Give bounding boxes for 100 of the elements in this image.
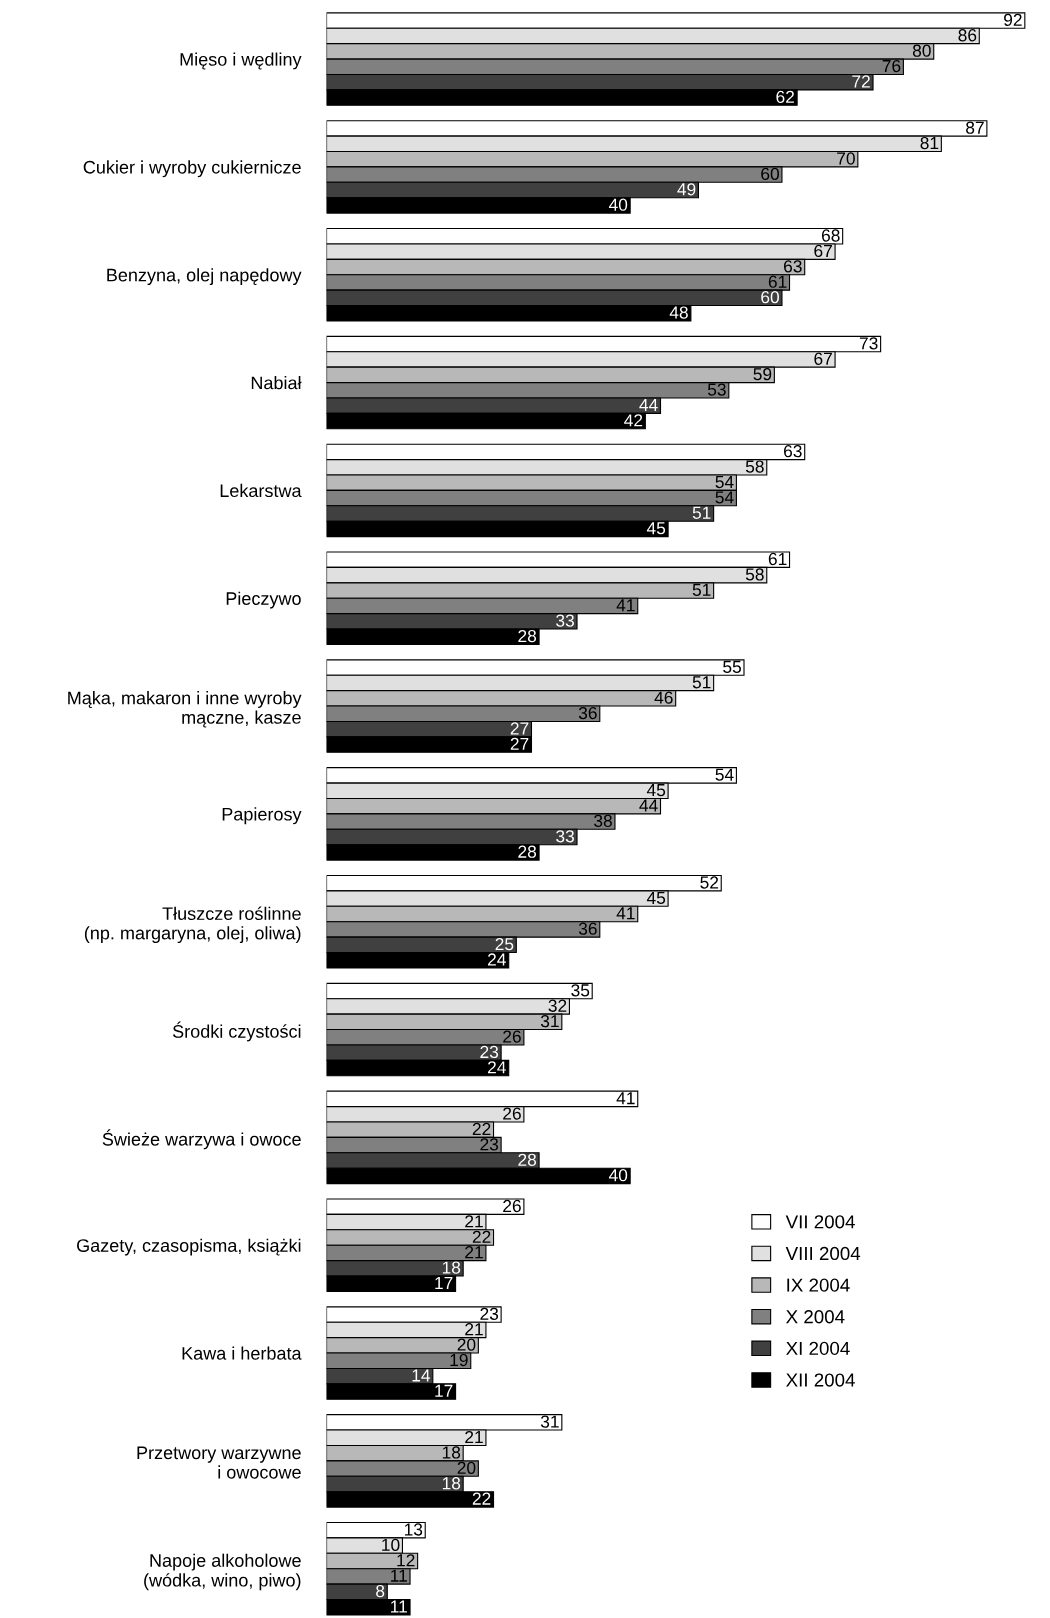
legend-label: X 2004 (786, 1310, 845, 1324)
data-label: 67 (814, 352, 832, 365)
data-label: 46 (654, 691, 673, 704)
y-tick-label: Kawa i herbata (182, 1346, 302, 1360)
data-label: 41 (616, 1092, 635, 1105)
data-label: 20 (457, 1461, 476, 1475)
data-label: 48 (669, 306, 688, 319)
data-label: 55 (723, 660, 741, 673)
y-tick-label: Świeże warzywa i owoce (102, 1129, 301, 1150)
data-label: 41 (616, 907, 635, 920)
data-label: 18 (442, 1477, 461, 1490)
data-label: 31 (540, 1415, 559, 1428)
y-tick-label: Lekarstwa (220, 483, 302, 498)
data-label: 31 (540, 1014, 559, 1028)
data-label: 33 (556, 830, 574, 843)
data-label: 22 (472, 1122, 491, 1135)
y-tick-label: Tłuszcze roślinne (np. margaryna, olej, oliwa) (84, 906, 301, 944)
data-label: 86 (958, 29, 977, 42)
legend-label: VIII 2004 (785, 1246, 861, 1261)
data-label: 17 (435, 1384, 453, 1397)
y-tick-label: Gazety, czasopisma, książki (77, 1238, 301, 1256)
data-label: 27 (510, 737, 529, 750)
data-label: 40 (608, 198, 628, 211)
data-label: 28 (518, 1153, 537, 1166)
data-label: 24 (488, 1061, 506, 1074)
data-label: 60 (761, 290, 779, 304)
data-label: 40 (608, 1169, 628, 1182)
data-label: 72 (852, 75, 870, 88)
data-label: 51 (692, 583, 711, 596)
data-label: 21 (465, 1430, 483, 1444)
legend-label: XII 2004 (786, 1373, 855, 1387)
data-label: 63 (784, 260, 802, 273)
data-label: 33 (556, 614, 574, 627)
legend-label: XI 2004 (786, 1341, 850, 1356)
y-tick-label: Mięso i wędliny (180, 52, 302, 70)
data-label: 25 (495, 937, 514, 951)
data-label: 23 (480, 1307, 499, 1320)
data-label: 54 (715, 768, 734, 781)
data-label: 38 (594, 814, 612, 828)
data-label: 26 (503, 1107, 521, 1120)
legend-label: VII 2004 (785, 1215, 855, 1229)
y-tick-label: Benzyna, olej napędowy (107, 268, 302, 286)
data-label: 19 (450, 1353, 468, 1367)
y-tick-label: Pieczywo (226, 591, 301, 609)
data-label: 17 (435, 1277, 453, 1289)
data-label: 52 (700, 876, 719, 889)
data-label: 21 (465, 1215, 483, 1228)
data-label: 22 (472, 1230, 491, 1243)
data-label: 11 (391, 1569, 407, 1582)
data-label: 61 (768, 552, 787, 566)
data-label: 45 (646, 891, 666, 905)
data-label: 44 (639, 398, 658, 411)
data-label: 35 (571, 984, 590, 997)
data-label: 49 (677, 183, 696, 196)
data-label: 76 (882, 59, 901, 73)
data-label: 81 (920, 136, 939, 150)
data-label: 54 (715, 476, 734, 489)
data-label: 53 (707, 383, 726, 396)
data-label: 36 (578, 706, 597, 720)
y-tick-label: Mąka, makaron i inne wyroby mączne, kasze (68, 691, 302, 728)
data-label: 18 (442, 1261, 461, 1274)
data-label: 61 (768, 275, 787, 288)
data-label: 51 (692, 506, 711, 519)
data-label: 10 (382, 1538, 400, 1552)
data-label: 21 (465, 1246, 483, 1259)
data-label: 58 (745, 460, 764, 473)
data-label: 23 (480, 1138, 499, 1151)
data-label: 27 (510, 722, 529, 735)
data-label: 63 (784, 445, 802, 458)
data-label: 13 (404, 1523, 423, 1536)
y-tick-label: Cukier i wyroby cukiernicze (83, 160, 301, 178)
legend-label: IX 2004 (787, 1278, 850, 1292)
data-label: 68 (821, 229, 840, 242)
data-label: 28 (518, 845, 537, 858)
data-label: 44 (639, 799, 658, 812)
data-label: 59 (753, 368, 772, 381)
data-label: 41 (616, 599, 635, 612)
data-label: 54 (715, 491, 734, 504)
data-label: 11 (391, 1600, 407, 1613)
y-tick-label: Przetwory warzywne i owocowe (137, 1446, 301, 1479)
data-label: 20 (457, 1338, 476, 1351)
data-label: 45 (646, 784, 666, 797)
data-label: 21 (465, 1323, 483, 1336)
y-tick-label: Środki czystości (172, 1021, 301, 1042)
y-tick-label: Napoje alkoholowe (wódka, wino, piwo) (144, 1553, 301, 1591)
data-label: 14 (412, 1369, 431, 1382)
data-label: 28 (518, 629, 537, 643)
data-label: 24 (488, 953, 506, 966)
data-label: 42 (624, 414, 643, 427)
data-label: 60 (761, 167, 779, 181)
data-label: 62 (776, 90, 794, 104)
data-label: 18 (442, 1446, 461, 1459)
data-label: 26 (503, 1199, 521, 1213)
data-label: 8 (376, 1584, 385, 1598)
data-label: 12 (397, 1554, 415, 1567)
data-label: 92 (1004, 13, 1022, 26)
data-label: 80 (912, 44, 931, 57)
data-label: 22 (472, 1492, 491, 1505)
data-label: 73 (859, 337, 878, 350)
y-tick-label: Nabiał (251, 376, 302, 390)
